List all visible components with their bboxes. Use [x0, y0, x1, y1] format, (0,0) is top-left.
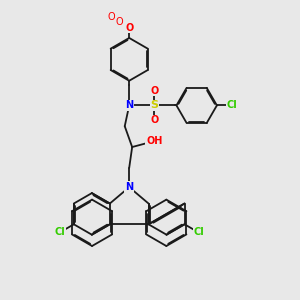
Text: N: N: [125, 100, 133, 110]
Text: Cl: Cl: [54, 227, 65, 238]
Text: O: O: [116, 16, 124, 27]
Text: N: N: [125, 182, 133, 192]
Text: OH: OH: [146, 136, 163, 146]
Text: Cl: Cl: [193, 227, 204, 238]
Text: O: O: [150, 115, 159, 125]
Text: O: O: [125, 22, 133, 32]
Text: O: O: [150, 85, 159, 96]
Text: Cl: Cl: [226, 100, 237, 110]
Text: O: O: [107, 11, 115, 22]
Text: S: S: [151, 100, 158, 110]
